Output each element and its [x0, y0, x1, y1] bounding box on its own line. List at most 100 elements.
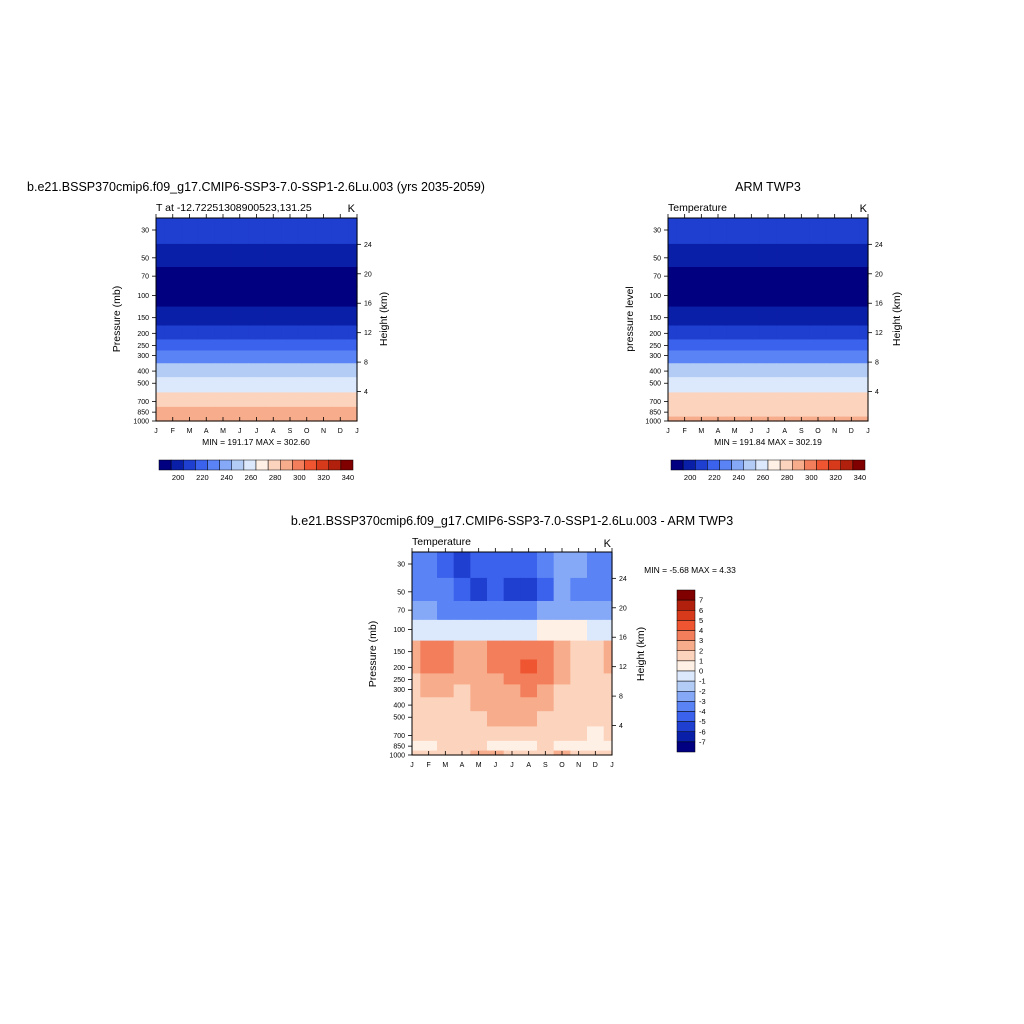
heatmap-cell: [181, 243, 199, 268]
heatmap-cell: [453, 711, 471, 728]
heatmap-cell: [743, 306, 761, 327]
heatmap-cell: [231, 363, 249, 378]
heatmap-cell: [843, 325, 861, 341]
heatmap-cell: [470, 697, 488, 712]
heatmap-cell: [412, 740, 421, 752]
heatmap-cell: [197, 218, 216, 245]
heatmap-cell: [264, 363, 283, 378]
heatmap-cell: [181, 406, 199, 418]
heatmap-cell: [520, 577, 538, 602]
heatmap-cell: [570, 673, 588, 686]
heatmap-cell: [281, 218, 299, 245]
heatmap-cell: [793, 243, 811, 268]
heatmap-cell: [809, 406, 827, 418]
colorbar-label: 0: [699, 667, 703, 676]
colorbar-swatch: [231, 459, 245, 471]
heatmap-cell: [603, 740, 613, 752]
x-tick-label: J: [510, 762, 514, 769]
heatmap-cell: [264, 392, 283, 408]
heatmap-cell: [487, 697, 505, 712]
panel-subtitle-right: K: [604, 538, 612, 550]
heatmap-cell: [164, 406, 182, 418]
heatmap-cell: [331, 285, 350, 308]
heatmap-cell: [348, 363, 358, 378]
heatmap-cell: [197, 285, 216, 308]
heatmap-cell: [503, 600, 521, 621]
heatmap-cell: [843, 350, 861, 364]
heatmap-cell: [412, 600, 421, 621]
heatmap-cell: [843, 406, 861, 418]
heatmap-cell: [164, 218, 182, 245]
colorbar-label: 280: [781, 473, 794, 482]
heatmap-cell: [487, 740, 505, 752]
heatmap-cell: [503, 711, 521, 728]
heatmap-cell: [156, 416, 165, 422]
heatmap-cell: [759, 339, 777, 352]
heatmap-cell: [809, 350, 827, 364]
colorbar-swatch: [183, 459, 196, 471]
heatmap-cell: [298, 266, 316, 287]
heatmap-cell: [537, 577, 555, 602]
colorbar-swatch: [816, 459, 829, 471]
heatmap-cell: [412, 552, 421, 579]
panel-title: b.e21.BSSP370cmip6.f09_g17.CMIP6-SSP3-7.…: [291, 514, 733, 528]
heatmap-cell: [553, 659, 571, 675]
heatmap-cell: [859, 377, 869, 394]
heatmap-cell: [809, 325, 827, 341]
heatmap-cell: [264, 325, 283, 341]
heatmap-cell: [668, 266, 677, 287]
colorbar-label: 260: [757, 473, 770, 482]
heatmap-cell: [164, 339, 182, 352]
heatmap-cell: [759, 363, 777, 378]
colorbar-label: 320: [317, 473, 330, 482]
x-tick-label: J: [610, 762, 614, 769]
heatmap-cell: [809, 285, 827, 308]
heatmap-cell: [156, 392, 165, 408]
heatmap-cell: [553, 600, 571, 621]
heatmap-cell: [553, 619, 571, 642]
heatmap-cell: [470, 640, 488, 661]
heatmap-cell: [281, 350, 299, 364]
stats-label: MIN = 191.84 MAX = 302.19: [714, 437, 822, 447]
heatmap-cell: [793, 406, 811, 418]
heatmap-cell: [281, 406, 299, 418]
colorbar-swatch: [755, 459, 769, 471]
y-tick-label: 150: [137, 315, 149, 322]
colorbar-swatch: [207, 459, 220, 471]
y-right-tick-label: 4: [364, 389, 368, 396]
heatmap-cell: [487, 726, 505, 742]
heatmap-cell: [759, 350, 777, 364]
heatmap-cell: [759, 325, 777, 341]
heatmap-cell: [726, 285, 744, 308]
heatmap-cell: [248, 392, 266, 408]
heatmap-cell: [793, 306, 811, 327]
heatmap-cell: [709, 243, 727, 268]
heatmap-cell: [412, 659, 421, 675]
y-tick-label: 400: [393, 703, 405, 710]
y-tick-label: 100: [137, 293, 149, 300]
heatmap-cell: [587, 659, 605, 675]
y-tick-label: 1000: [133, 419, 149, 426]
x-tick-label: M: [187, 428, 193, 435]
heatmap-cell: [809, 377, 827, 394]
y-axis-label-right: Height (km): [891, 292, 903, 346]
heatmap-cell: [587, 740, 605, 752]
heatmap-cell: [603, 673, 613, 686]
heatmap-cell: [793, 377, 811, 394]
y-right-tick-label: 16: [875, 301, 883, 308]
heatmap-cell: [281, 392, 299, 408]
heatmap-cell: [197, 350, 216, 364]
heatmap-cell: [164, 325, 182, 341]
colorbar-swatch: [304, 459, 317, 471]
heatmap-cell: [603, 619, 613, 642]
heatmap-cell: [156, 285, 165, 308]
heatmap-cell: [603, 552, 613, 579]
x-tick-label: J: [666, 428, 670, 435]
heatmap-cell: [315, 218, 333, 245]
heatmap-cell: [164, 285, 182, 308]
heatmap-cell: [197, 325, 216, 341]
heatmap-cell: [859, 243, 869, 268]
heatmap-cell: [668, 363, 677, 378]
heatmap-cell: [676, 285, 694, 308]
colorbar: 200 220 240 260 280 300 320 340: [670, 459, 866, 482]
